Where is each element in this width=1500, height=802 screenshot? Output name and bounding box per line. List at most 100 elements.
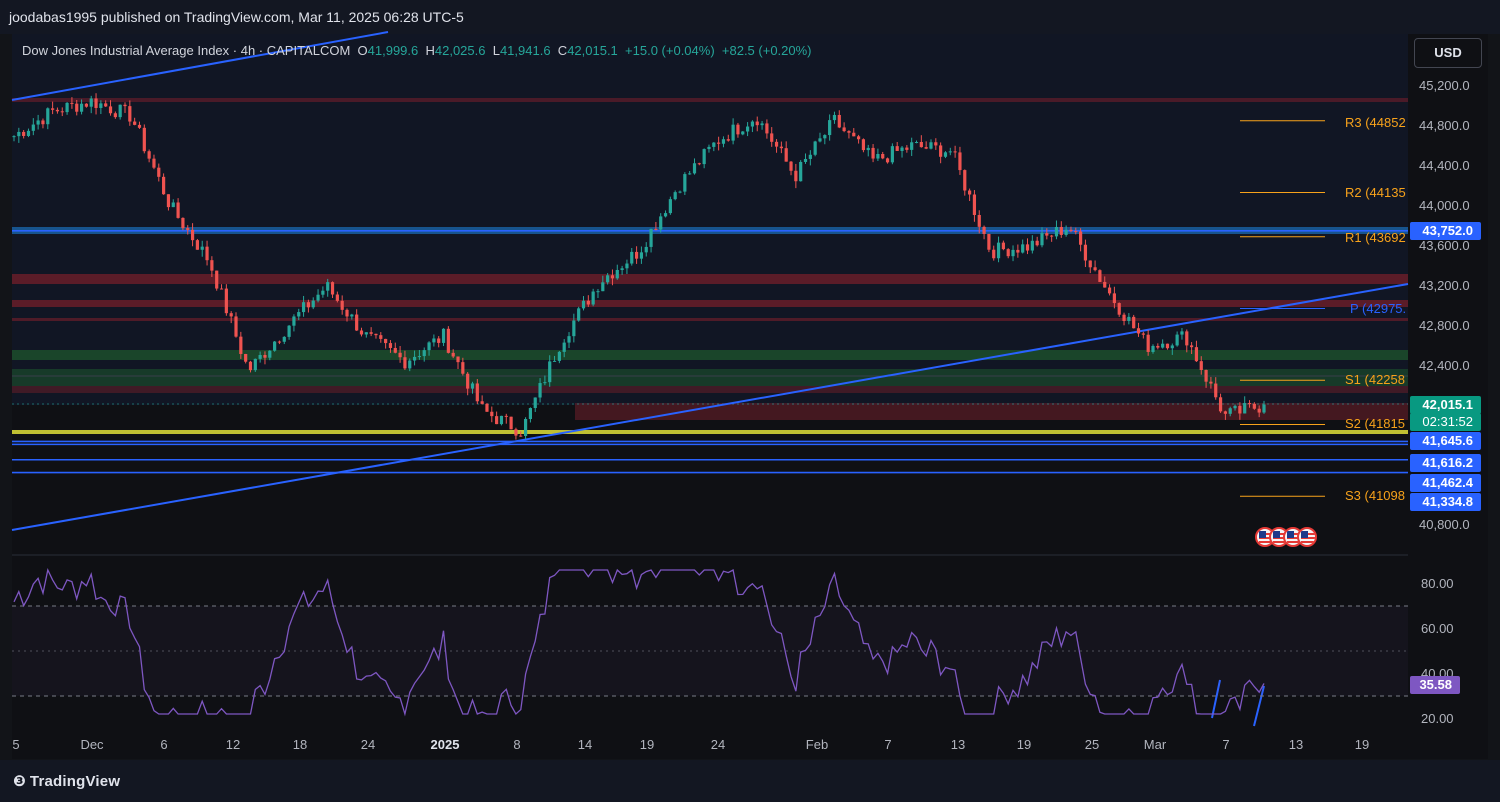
price-tick: 45,200.0 [1419,78,1470,93]
candle-body [717,142,721,144]
time-tick: 18 [292,737,308,752]
candle-body [692,163,697,174]
candle-body [412,356,417,361]
candle-body [567,336,571,343]
candle-body [1127,316,1131,321]
currency-button[interactable]: USD [1414,38,1482,68]
price-tick: 43,200.0 [1419,278,1470,293]
candle-body [519,435,523,437]
candle-body [123,104,127,107]
candle-body [523,418,528,436]
zone-red-4 [12,386,1408,393]
candle-body [707,146,711,150]
candle-body [181,217,185,229]
economic-events[interactable] [1255,527,1317,552]
candle-body [847,131,851,133]
candle-body [393,347,397,353]
us-flag-icon[interactable] [1297,527,1317,547]
candle-body [726,139,730,141]
candle-body [750,121,755,127]
candle-body [591,291,595,305]
time-tick: Mar [1143,737,1167,752]
time-tick: 25 [1084,737,1100,752]
candle-body [26,130,31,136]
candle-body [364,332,368,335]
candle-body [803,158,808,162]
candle-body [548,361,552,383]
candle-body [195,240,199,250]
candle-body [678,191,682,193]
pivot-label-r1: R1 (43692 [1345,230,1406,245]
candle-body [832,114,837,121]
candle-body [1247,403,1252,405]
low-label: L [492,43,500,58]
candle-body [244,353,248,362]
candle-body [1011,249,1015,257]
candle-body [649,228,653,247]
open-value: 41,999.6 [367,43,419,58]
candle-body [1228,408,1232,414]
candle-body [900,147,904,151]
candle-body [137,124,142,128]
candle-body [905,147,909,150]
price-badge-41334: 41,334.8 [1410,493,1481,511]
candle-body [273,341,277,351]
candle-body [504,415,508,417]
candle-body [417,356,422,358]
candle-body [210,260,214,271]
candle-body [65,102,69,113]
candle-body [1204,369,1208,382]
tradingview-logo[interactable]: ❸ TradingView [13,772,120,790]
candle-body [475,383,479,402]
candle-body [996,242,1001,259]
candle-body [924,147,928,149]
candle-body [953,151,957,153]
candle-body [99,103,103,108]
candle-body [755,121,759,126]
candle-body [369,332,373,334]
candle-body [1238,405,1242,414]
candle-body [1170,345,1174,349]
change-value: +15.0 (+0.04%) [625,43,715,58]
candle-body [799,161,803,182]
candle-body [84,103,88,107]
candle-body [31,124,35,131]
candle-body [1001,242,1005,250]
candle-body [359,330,364,335]
candle-body [1112,293,1116,304]
price-badge-43752: 43,752.0 [1410,222,1481,240]
rsi-series [13,567,1265,717]
candle-body [190,229,195,241]
candle-body [610,275,615,279]
candle-body [943,152,948,157]
rsi-divergence-line-1 [1211,679,1221,719]
candle-body [992,249,996,259]
candle-body [1069,229,1073,232]
candle-body [1146,334,1150,352]
candle-body [268,350,272,358]
candle-body [263,355,267,358]
candle-body [205,246,209,261]
candle-body [1161,343,1165,348]
candle-body [408,360,412,369]
candle-body [311,300,315,308]
candle-body [741,131,745,135]
price-tick: 40,800.0 [1419,517,1470,532]
candle-body [1050,235,1054,237]
time-tick: 7 [884,737,892,752]
candle-body [601,282,605,292]
candle-body [495,416,499,425]
candle-body [736,124,740,135]
candle-body [876,153,880,159]
candle-body [789,161,793,171]
zone-green-2 [12,369,1408,386]
candle-body [330,282,335,295]
candle-body [17,131,21,137]
price-tick: 44,800.0 [1419,118,1470,133]
candle-body [239,336,243,354]
candle-body [1107,287,1112,294]
candle-body [514,429,518,436]
candles-group [12,93,1266,440]
candle-body [910,142,914,150]
